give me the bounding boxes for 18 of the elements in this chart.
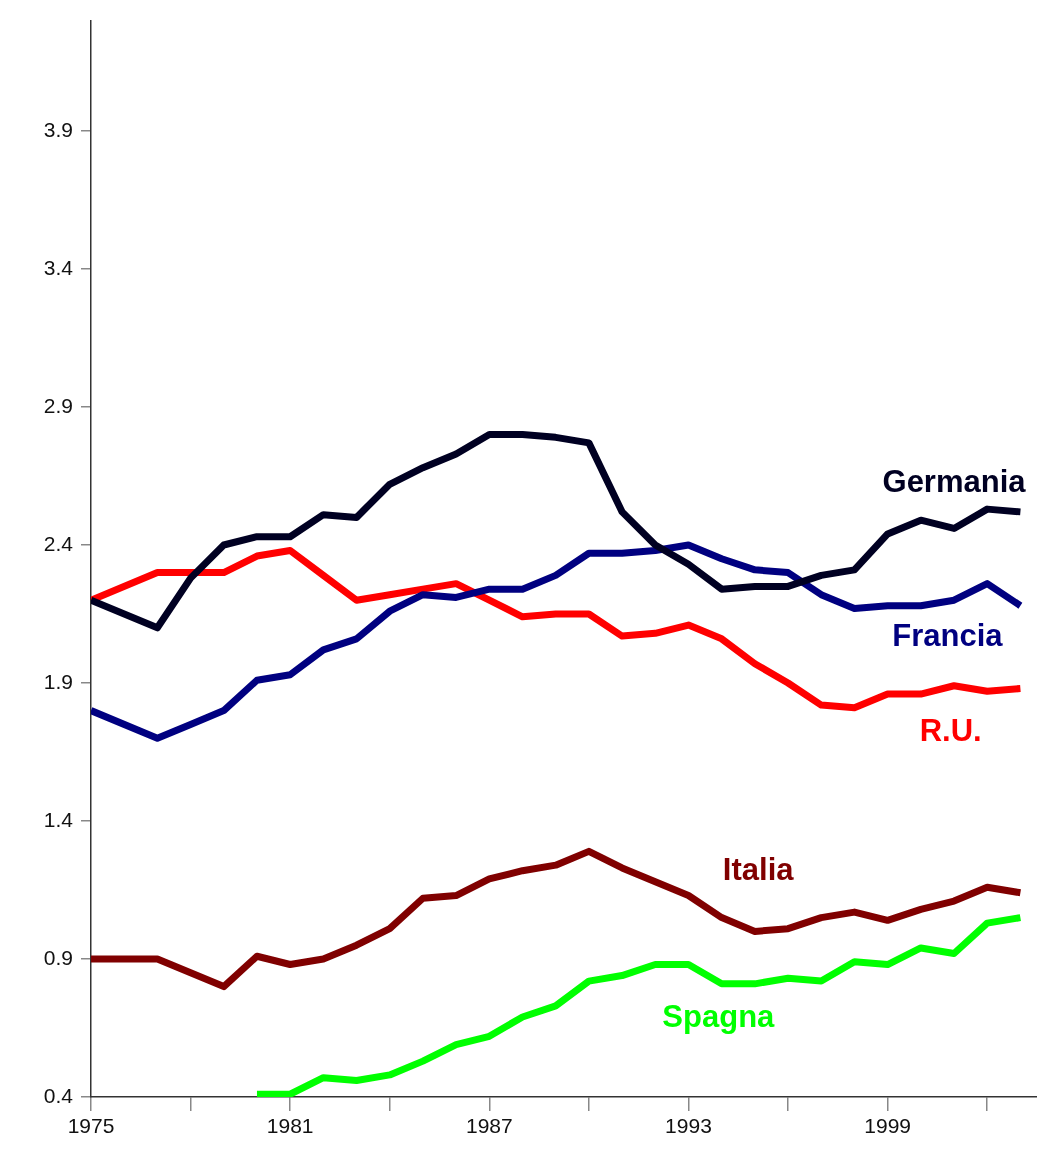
x-tick-label: 1987 bbox=[465, 1114, 513, 1138]
y-tick-label: 1.9 bbox=[43, 669, 73, 693]
series-label: Italia bbox=[722, 852, 795, 888]
y-tick-label: 3.9 bbox=[43, 117, 73, 141]
y-tick-label: 0.9 bbox=[43, 945, 73, 969]
y-tick-label: 3.4 bbox=[43, 255, 74, 279]
y-tick-label: 0.4 bbox=[43, 1083, 74, 1107]
series-label: Spagna bbox=[662, 999, 776, 1035]
series-label: Francia bbox=[892, 618, 1004, 654]
series-label: Germania bbox=[882, 464, 1027, 500]
x-tick-label: 1981 bbox=[266, 1114, 314, 1138]
x-tick-label: 1975 bbox=[67, 1114, 115, 1138]
x-tick-label: 1999 bbox=[864, 1114, 911, 1138]
y-tick-label: 2.9 bbox=[43, 393, 73, 417]
x-tick-label: 1993 bbox=[665, 1114, 712, 1138]
y-tick-label: 1.4 bbox=[43, 807, 74, 831]
series-label: R.U. bbox=[919, 713, 982, 749]
y-tick-label: 2.4 bbox=[43, 531, 74, 555]
